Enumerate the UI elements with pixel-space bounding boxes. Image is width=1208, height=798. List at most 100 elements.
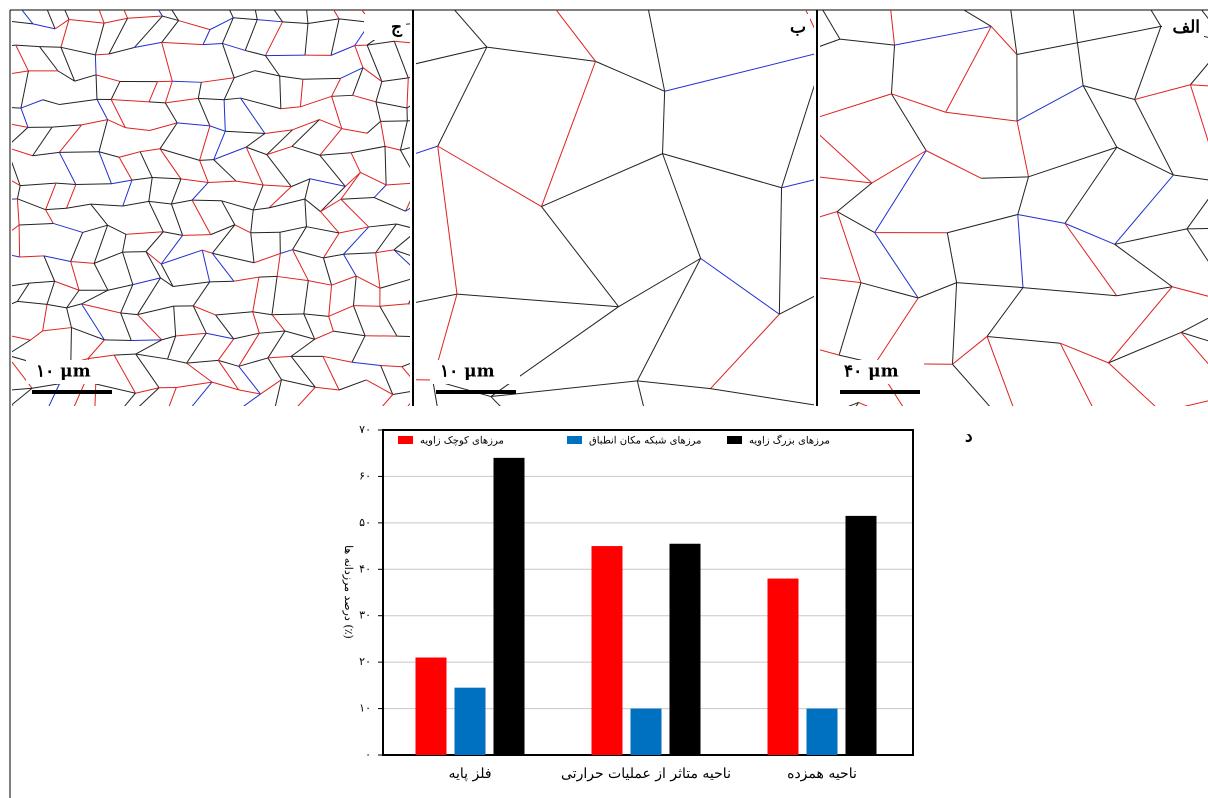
grain-boundary [75,183,112,186]
grain-boundary [887,65,928,162]
grain-boundary [209,125,226,132]
grain-boundary [382,394,394,406]
grain-boundary [316,411,349,415]
grain-boundary [381,77,409,83]
grain-boundary [0,355,7,356]
grain-boundary [428,68,448,96]
panel-label: الف [1172,18,1200,38]
grain-boundary [986,287,1024,337]
grain-boundary [57,70,75,82]
grain-boundary [416,145,438,154]
scale-label: ۱۰ μm [440,362,495,382]
grain-boundary [46,10,56,30]
grain-boundary [416,293,458,303]
grain-boundary [93,251,123,264]
grain-boundary [375,252,381,289]
grain-boundary [352,94,377,103]
grain-boundary [1077,25,1162,44]
grain-boundary [167,335,177,360]
grain-boundary [962,10,992,27]
grain-boundary [421,233,447,259]
grain-boundary [223,77,235,101]
grain-boundary [98,10,105,24]
grain-boundary [820,277,862,284]
grain-boundary [434,280,446,311]
grain-boundary [176,381,213,389]
grain-boundary [69,410,73,436]
grain-boundary [94,383,97,406]
grain-boundary [148,200,172,205]
grain-boundary [234,70,255,79]
grain-boundary [163,231,183,236]
grain-boundary [210,224,235,236]
grain-boundary [925,150,982,179]
grain-boundary [373,184,387,198]
grain-boundary [368,223,397,228]
grain-boundary [254,70,280,77]
grain-boundary [132,277,161,286]
grain-boundary [874,232,919,299]
grain-boundary [315,386,340,391]
legend-label: مرزهای بزرگ زاویه [749,435,830,447]
grain-boundary [820,211,838,218]
grain-boundary [267,330,286,359]
bar [630,708,662,755]
legend-label: مرزهای کوچک زاویه [420,436,504,447]
grain-boundary [49,436,69,441]
grain-boundary [375,81,383,103]
grain-boundary [437,145,542,207]
grain-boundary [245,133,266,148]
grain-boundary [271,313,304,316]
grain-boundary [213,131,226,160]
grain-boundary [781,84,814,188]
grain-boundary [874,150,927,233]
grain-boundary [135,339,162,355]
grain-boundary [1189,84,1208,143]
grain-boundary [998,417,1017,474]
scale-bg [26,360,116,384]
grain-boundary [331,96,343,129]
grain-boundary [127,15,163,19]
grain-boundary [168,387,177,406]
grain-boundary [42,99,60,106]
grain-boundary [18,225,21,258]
grain-boundary [945,111,1018,122]
grain-boundary [59,151,99,153]
grain-boundary [39,46,59,72]
grain-boundary [742,240,794,275]
grain-boundary [274,379,282,406]
grain-boundary [73,410,95,420]
grain-boundary [240,97,266,134]
grain-boundary [328,305,354,317]
grain-boundary [0,334,5,355]
grain-boundary [280,106,301,110]
label-bg [768,14,810,40]
grain-boundary [343,253,357,277]
grain-boundary [252,311,260,334]
grain-boundary [164,102,178,124]
grain-boundary [763,116,805,121]
grain-boundary [343,252,376,255]
grain-boundary [393,41,409,79]
grain-boundary [291,178,311,188]
grain-boundary [82,224,108,233]
grain-boundary [1173,174,1208,181]
grain-boundary [379,306,398,337]
grain-boundary [137,409,168,412]
grain-boundary [946,232,958,283]
grain-boundary [1017,214,1024,288]
grain-boundary [137,314,163,341]
grain-boundary [81,289,109,305]
scale-bg [834,360,924,384]
grain-boundary [393,235,410,251]
grain-boundary [171,10,179,21]
grain-boundary [81,119,108,126]
grain-map [742,10,1208,474]
grain-boundary [274,410,295,412]
grain-boundary [238,410,250,444]
grain-boundary [225,410,238,418]
grain-boundary [416,46,487,65]
grain-boundary [1180,317,1208,333]
grain-boundary [48,383,60,406]
grain-boundary [233,17,258,21]
